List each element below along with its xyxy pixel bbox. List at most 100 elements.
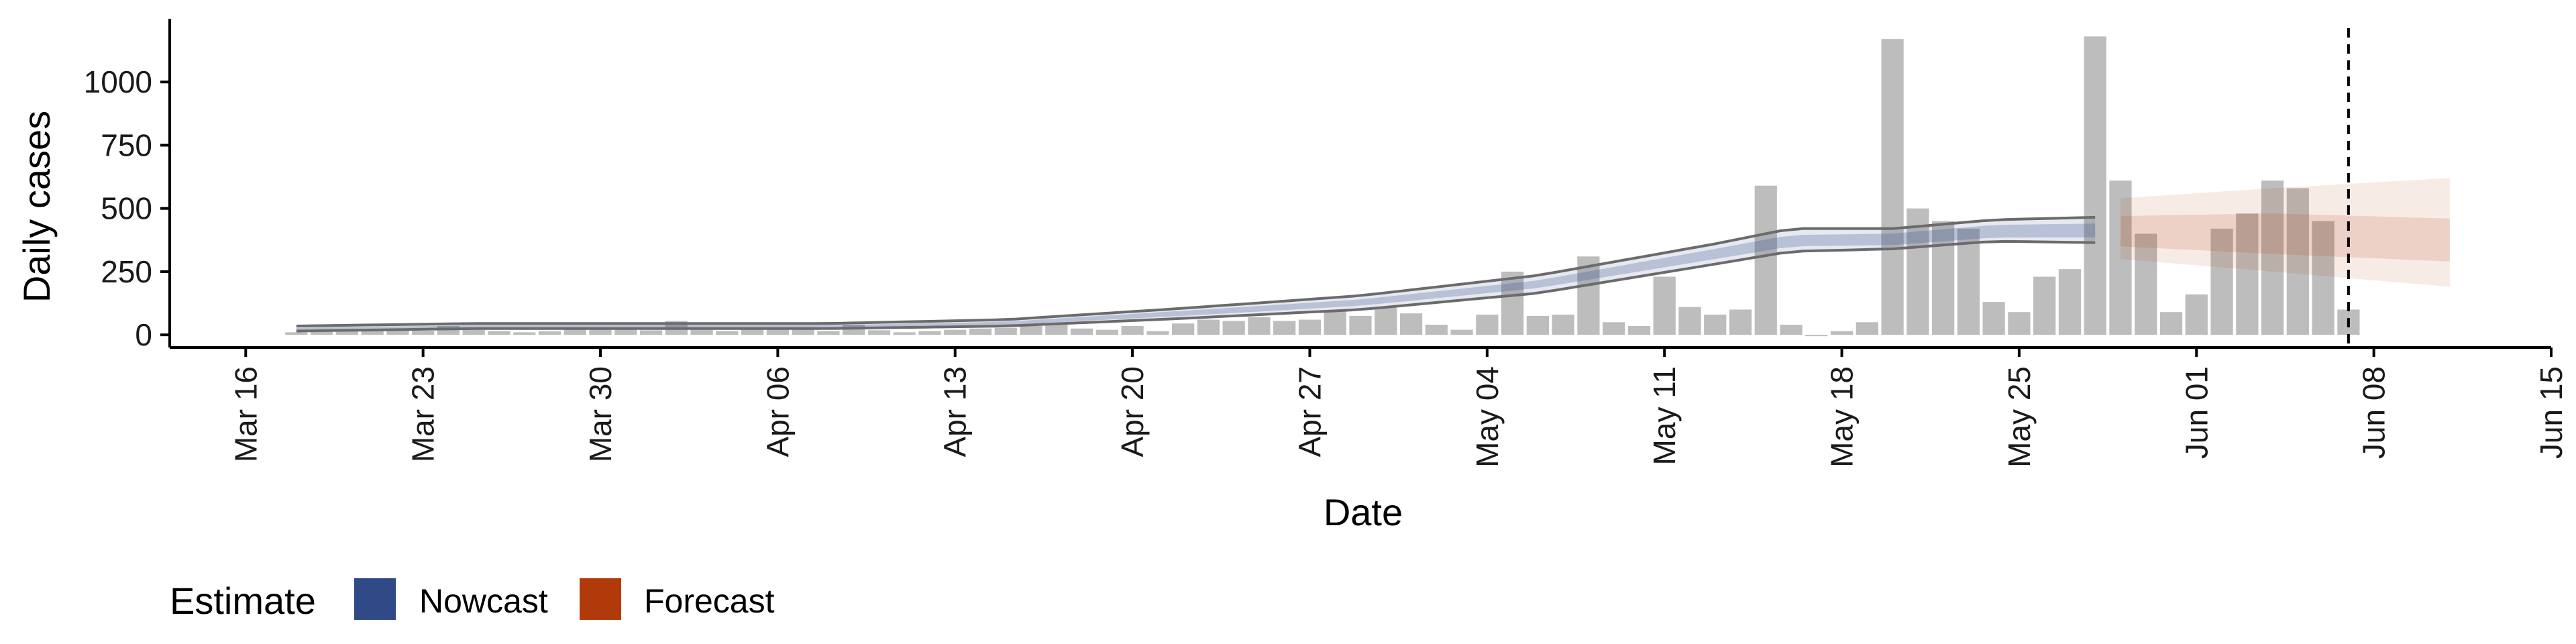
bar (1070, 328, 1093, 335)
bar (2286, 188, 2309, 335)
legend-label-nowcast: Nowcast (419, 582, 548, 620)
bar (2135, 233, 2157, 335)
bar (1982, 302, 2005, 335)
bar (1577, 256, 1600, 335)
bar (2159, 312, 2183, 335)
bar (690, 329, 713, 335)
bar (1349, 315, 1372, 335)
bar (2185, 294, 2208, 335)
bar (1932, 221, 1955, 335)
x-tick-label: Apr 13 (938, 366, 973, 458)
y-tick-label: 250 (101, 254, 152, 289)
forecast-inner-band (2121, 213, 2450, 262)
bar (2008, 312, 2031, 335)
bar (1222, 321, 1245, 335)
bar (285, 332, 308, 335)
y-tick-label: 500 (101, 191, 152, 226)
bar (1172, 323, 1195, 335)
bar (918, 331, 941, 335)
bar (538, 331, 561, 335)
bar (1501, 271, 1524, 335)
bar (1375, 307, 1397, 335)
bar (2236, 213, 2259, 335)
bar (412, 331, 435, 335)
bar (1627, 325, 1651, 335)
bar (1324, 311, 1346, 335)
bar (361, 330, 384, 335)
bar (614, 327, 637, 335)
bars (285, 36, 2360, 337)
bar (1248, 317, 1271, 335)
legend-key-nowcast (354, 578, 396, 620)
x-tick-label: Apr 06 (760, 366, 795, 458)
bar (564, 328, 586, 335)
bar (2312, 221, 2334, 335)
x-tick-label: Mar 30 (583, 366, 618, 462)
x-tick-label: Jun 08 (2357, 366, 2392, 459)
bar (1754, 185, 1777, 335)
x-tick-label: May 04 (1470, 366, 1505, 468)
estimate-bands (296, 178, 2450, 333)
bar (2210, 228, 2233, 335)
x-tick-label: May 18 (1825, 366, 1860, 468)
bar (1399, 313, 1423, 335)
x-tick-label: Jun 01 (2179, 366, 2214, 459)
bar (1045, 325, 1068, 335)
x-tick-label: Apr 27 (1292, 366, 1327, 458)
bar (716, 331, 739, 335)
y-tick-label: 750 (101, 127, 152, 162)
bar (1552, 315, 1574, 335)
nowcast-inner-band (296, 223, 2096, 330)
legend-label-forecast: Forecast (644, 582, 775, 620)
bar (1020, 325, 1042, 335)
x-axis-title: Date (1324, 491, 1403, 533)
bar (944, 329, 967, 335)
bar (1450, 329, 1473, 335)
bar (1273, 321, 1296, 335)
bar (1425, 325, 1448, 335)
bar (792, 327, 814, 335)
bar (994, 327, 1017, 335)
bar (1095, 329, 1118, 335)
bar (867, 330, 891, 335)
bar (2261, 180, 2284, 335)
bar (1526, 315, 1549, 335)
x-tick-label: Apr 20 (1115, 366, 1150, 458)
legend: Estimate Nowcast Forecast (170, 578, 775, 622)
bar (1678, 307, 1701, 335)
nowcast-upper-line (296, 215, 2096, 327)
x-tick-label: Mar 16 (228, 366, 263, 462)
y-axis-title: Daily cases (15, 111, 58, 303)
bar (741, 329, 764, 335)
bar (513, 332, 536, 335)
bar (639, 330, 663, 335)
bar (2084, 36, 2106, 335)
bar (1907, 208, 1929, 335)
bar (2109, 180, 2132, 335)
nowcast-lower-line (296, 239, 2096, 333)
x-tick-label: Mar 23 (406, 366, 441, 462)
bar (1121, 325, 1144, 335)
bar (1729, 309, 1752, 335)
forecast-outer-band (2121, 178, 2450, 287)
bar (335, 331, 358, 335)
bar (1780, 325, 1803, 335)
y-tick-label: 0 (135, 317, 152, 352)
bar (488, 331, 511, 335)
legend-key-forecast (580, 578, 621, 620)
bar (1957, 228, 1980, 335)
bar (1653, 276, 1676, 335)
bar (766, 327, 789, 335)
bar (310, 331, 333, 335)
y-tick-label: 1000 (84, 64, 152, 99)
axes: 0 250 500 750 1000 Mar 16 Mar 23 Mar 30 Apr 06 Ap… (84, 19, 2569, 468)
bar (1704, 315, 1727, 335)
bar (969, 328, 992, 335)
bar (893, 332, 916, 335)
bar (1830, 331, 1854, 335)
bar (1476, 315, 1499, 335)
bar (462, 329, 485, 335)
bar (589, 329, 612, 335)
x-tick-label: May 25 (2002, 366, 2037, 468)
